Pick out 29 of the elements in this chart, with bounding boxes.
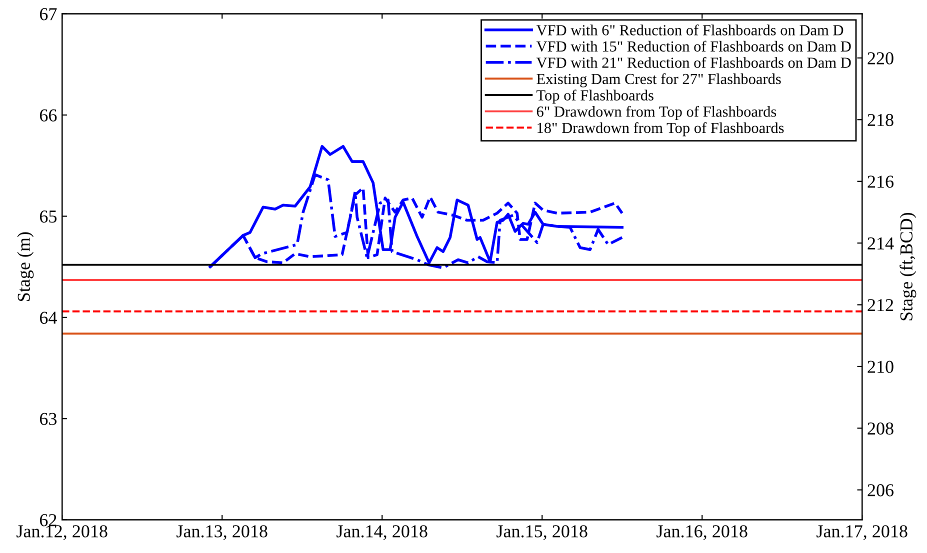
y-tick-label: 63 (40, 412, 57, 426)
legend-label: Existing Dam Crest for 27" Flashboards (536, 73, 781, 88)
y-tick-label: 66 (40, 109, 57, 122)
y2-axis-title: Stage (ft,BCD) (900, 212, 916, 320)
x-tick-label: Jan.17, 2018 (816, 525, 908, 540)
y-axis-title: Stage (m) (17, 232, 34, 301)
y-tick-label: 64 (40, 312, 57, 324)
legend-label: Top of Flashboards (536, 90, 654, 104)
y2-tick-label: 218 (868, 114, 894, 126)
y2-tick-label: 212 (868, 299, 894, 312)
x-tick-label: Jan.16, 2018 (656, 525, 748, 540)
x-tick-label: Jan.13, 2018 (176, 525, 268, 540)
x-tick-label: Jan.15, 2018 (496, 525, 588, 540)
y-tick-label: 67 (40, 8, 57, 20)
y2-tick-label: 206 (868, 484, 894, 496)
y-tick-label: 62 (40, 514, 56, 526)
legend-label: 6" Drawdown from Top of Flashboards (536, 106, 776, 120)
y2-tick-label: 210 (868, 360, 894, 373)
legend-label: VFD with 6" Reduction of Flashboards on Dam D (536, 24, 844, 36)
y2-tick-label: 216 (868, 176, 894, 188)
legend-label: VFD with 15" Reduction of Flashboards on Dam D (536, 40, 851, 52)
y2-tick-label: 220 (868, 52, 894, 64)
x-tick-label: Jan.14, 2018 (336, 525, 428, 540)
y2-tick-label: 214 (868, 237, 894, 250)
y2-tick-label: 208 (868, 422, 894, 435)
legend-label: 18" Drawdown from Top of Flashboards (538, 122, 784, 136)
x-tick-label: Jan.12, 2018 (16, 525, 108, 540)
legend-label: VFD with 21" Reduction of Flashboards on Dam D (536, 56, 851, 68)
y-tick-label: 65 (40, 210, 57, 223)
